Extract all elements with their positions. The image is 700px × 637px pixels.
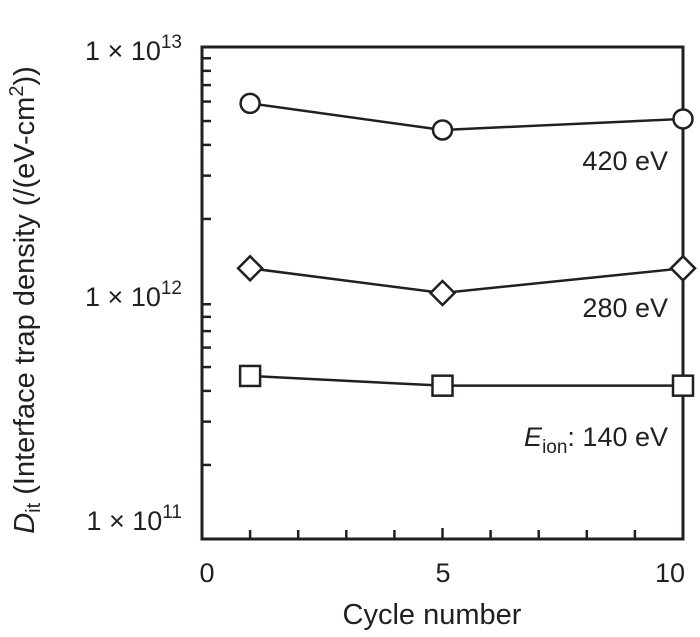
x-axis-title: Cycle number [343, 599, 522, 631]
series-markers [236, 92, 697, 397]
square-marker [431, 374, 454, 397]
circle-marker [431, 119, 454, 141]
annotation-280ev: 280 eV [582, 293, 668, 323]
series-line-square [250, 374, 683, 387]
circle-marker [672, 108, 694, 130]
square-marker [671, 374, 695, 397]
diamond-marker [428, 279, 457, 307]
y-tick-label-1e11: 1 × 1011 [86, 502, 182, 536]
y-tick-label-1e12: 1 × 1012 [85, 278, 182, 312]
circle-marker [239, 92, 261, 115]
annotation-140ev: Eion: 140 eV [524, 422, 668, 458]
series-line-diamond [249, 267, 684, 295]
x-tick-label-0: 0 [199, 558, 214, 588]
diamond-marker [669, 254, 697, 283]
annotation-420ev: 420 eV [582, 146, 668, 176]
diamond-marker [236, 254, 264, 283]
series-line-circle [249, 102, 684, 132]
square-marker [238, 364, 262, 388]
x-ticks [248, 528, 637, 539]
x-tick-label-5: 5 [435, 558, 450, 588]
y-axis-title: Dit (Interface trap density (/(eV-cm2)) [6, 66, 45, 534]
y-tick-label-1e13: 1 × 1013 [85, 32, 182, 66]
plot-frame [200, 45, 685, 541]
x-tick-label-10: 10 [655, 558, 685, 588]
